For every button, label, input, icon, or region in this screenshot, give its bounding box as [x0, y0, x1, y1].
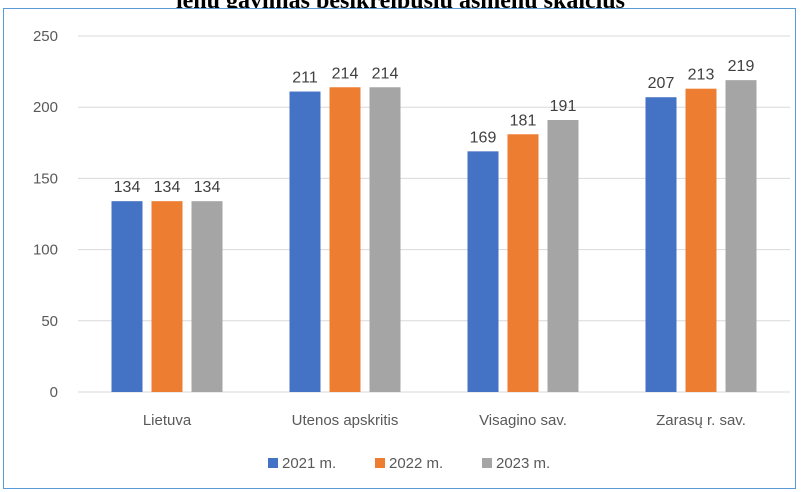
bar	[547, 120, 579, 393]
data-label: 214	[372, 65, 399, 82]
legend-label: 2022 m.	[389, 455, 443, 472]
bar	[645, 97, 677, 393]
bar-series	[111, 80, 757, 393]
bar	[725, 80, 757, 393]
x-category-label: Zarasų r. sav.	[656, 412, 746, 429]
bar	[191, 201, 223, 392]
data-label: 169	[470, 129, 497, 146]
data-label: 134	[154, 179, 181, 196]
bar	[369, 87, 401, 392]
y-tick-label: 0	[50, 384, 58, 401]
x-category-label: Lietuva	[143, 412, 192, 429]
data-label: 219	[728, 58, 755, 75]
x-axis-category-labels: Lietuva Utenos apskritis Visagino sav. Zara…	[143, 412, 746, 429]
y-tick-label: 200	[33, 99, 58, 116]
data-label: 211	[292, 70, 318, 87]
gridlines	[78, 35, 790, 393]
data-label: 213	[688, 67, 715, 84]
x-category-label: Utenos apskritis	[292, 412, 399, 429]
y-tick-label: 50	[41, 313, 58, 330]
y-axis-tick-labels: 0 50 100 150 200 250	[33, 28, 58, 401]
data-label: 214	[332, 65, 359, 82]
y-tick-label: 100	[33, 242, 58, 259]
bar	[151, 201, 183, 392]
legend-swatch	[375, 458, 385, 468]
data-label: 134	[114, 179, 141, 196]
data-label: 207	[648, 75, 675, 92]
data-label: 134	[194, 179, 221, 196]
legend-swatch	[482, 458, 492, 468]
data-label: 181	[510, 112, 537, 129]
bar	[329, 87, 361, 392]
legend-swatch	[268, 458, 278, 468]
y-tick-label: 150	[33, 170, 58, 187]
bar	[111, 201, 143, 392]
bar	[507, 134, 539, 393]
legend-label: 2021 m.	[282, 455, 336, 472]
bar	[289, 91, 321, 392]
legend: 2021 m. 2022 m. 2023 m.	[268, 455, 550, 472]
bar	[467, 151, 499, 392]
bar	[685, 88, 717, 393]
data-label: 191	[550, 98, 577, 115]
legend-label: 2023 m.	[496, 455, 550, 472]
x-category-label: Visagino sav.	[479, 412, 567, 429]
y-tick-label: 250	[33, 28, 58, 45]
data-labels: 134 134 134 211 214 214 169 181 191 207 213 219	[114, 58, 755, 196]
